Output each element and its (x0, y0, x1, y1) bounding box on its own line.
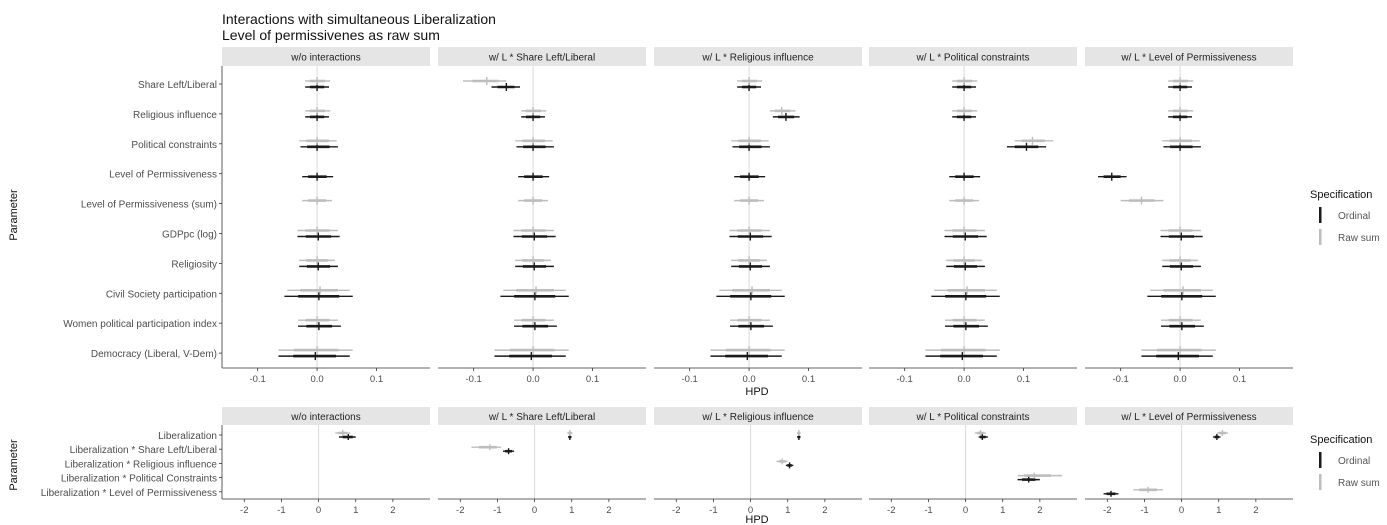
x-tick-label: -0.1 (249, 374, 265, 385)
x-tick-label: 2 (1037, 505, 1042, 516)
x-tick-label: 1 (569, 505, 574, 516)
x-tick-label: -2 (240, 505, 248, 516)
x-tick-label: 0.1 (370, 374, 383, 385)
x-tick-label: 0 (748, 505, 753, 516)
x-tick-label: 2 (822, 505, 827, 516)
parameter-label: Religious influence (133, 110, 217, 121)
x-axis-label-top: HPD (745, 386, 768, 398)
x-tick-label: -1 (924, 505, 932, 516)
y-axis-label-top: Parameter (8, 189, 20, 241)
x-tick-label: -0.1 (681, 374, 697, 385)
x-tick-label: 0.0 (742, 374, 755, 385)
panel-strip (654, 47, 862, 66)
panel-strip-label: w/ L * Level of Permissiveness (1120, 412, 1256, 423)
legend-title: Specification (1310, 434, 1372, 446)
top-chart: w/o interactions -0.1 0.0 0.1 w/ L * Share L… (63, 47, 1293, 385)
panel-strip-label: w/ L * Religious influence (701, 412, 814, 423)
parameter-label: Women political participation index (63, 319, 217, 330)
x-tick-label: 0.0 (310, 374, 323, 385)
x-axis-label-bottom: HPD (745, 514, 768, 525)
x-tick-label: 0.1 (802, 374, 815, 385)
x-tick-label: 0 (1179, 505, 1184, 516)
panel-strip (438, 407, 646, 425)
panel-strip-label: w/ L * Level of Permissiveness (1120, 53, 1256, 64)
x-tick-label: 2 (1253, 505, 1258, 516)
panel-strip-label: w/ L * Share Left/Liberal (488, 53, 595, 64)
x-tick-label: 2 (390, 505, 395, 516)
x-tick-label: -1 (493, 505, 501, 516)
figure-title: Interactions with simultaneous Liberaliz… (222, 11, 496, 27)
x-tick-label: 0.1 (586, 374, 599, 385)
parameter-label: Political constraints (131, 140, 217, 151)
panel-strip (222, 47, 430, 66)
x-tick-label: 0 (532, 505, 537, 516)
x-tick-label: 0.1 (1233, 374, 1246, 385)
parameter-label: Liberalization * Political Constraints (61, 474, 217, 485)
x-tick-label: -1 (277, 505, 285, 516)
legend-key-raw-sum (1319, 229, 1322, 245)
x-tick-label: 0 (316, 505, 321, 516)
x-tick-label: -2 (456, 505, 464, 516)
x-tick-label: 0.0 (957, 374, 970, 385)
legend-label-raw-sum: Raw sum (1338, 233, 1380, 244)
x-tick-label: -0.1 (1112, 374, 1128, 385)
x-tick-label: -1 (1140, 505, 1148, 516)
x-tick-label: 0.1 (1017, 374, 1030, 385)
parameter-label: Liberalization * Level of Permissiveness (41, 488, 217, 499)
panel-strip (869, 47, 1077, 66)
panel-strip (1085, 47, 1293, 66)
legend-title: Specification (1310, 189, 1372, 201)
x-tick-label: 1 (353, 505, 358, 516)
parameter-label: Liberalization (158, 431, 217, 442)
panel-strip (654, 407, 862, 425)
x-tick-label: 0.0 (1173, 374, 1186, 385)
panel-strip-label: w/ L * Political constraints (915, 412, 1029, 423)
parameter-label: Religiosity (171, 259, 217, 270)
panel-strip-label: w/o interactions (290, 412, 360, 423)
x-tick-label: -2 (1103, 505, 1111, 516)
parameter-label: Share Left/Liberal (138, 80, 217, 91)
legend-top: Specification Ordinal Raw sum (1310, 189, 1380, 245)
panel-strip-label: w/ L * Political constraints (915, 53, 1029, 64)
legend-bottom: Specification Ordinal Raw sum (1310, 434, 1380, 490)
x-tick-label: 2 (606, 505, 611, 516)
x-tick-label: 0 (963, 505, 968, 516)
x-tick-label: -0.1 (896, 374, 912, 385)
bottom-chart: w/o interactions -2 -1 0 1 2 w/ L * Share Left… (41, 407, 1293, 516)
x-tick-label: 1 (1216, 505, 1221, 516)
parameter-label: Democracy (Liberal, V-Dem) (91, 349, 217, 360)
panel-strip (222, 407, 430, 425)
parameter-label: GDPpc (log) (162, 230, 217, 241)
figure-subtitle: Level of permissivenes as raw sum (222, 27, 440, 43)
parameter-label: Liberalization * Share Left/Liberal (70, 445, 217, 456)
x-tick-label: -0.1 (465, 374, 481, 385)
panel-strip-label: w/o interactions (290, 53, 360, 64)
x-tick-label: 1 (785, 505, 790, 516)
legend-label-raw-sum: Raw sum (1338, 478, 1380, 489)
panel-strip-label: w/ L * Religious influence (701, 53, 814, 64)
x-tick-label: -1 (709, 505, 717, 516)
parameter-label: Level of Permissiveness (109, 170, 217, 181)
panel-strip (869, 407, 1077, 425)
panel-strip-label: w/ L * Share Left/Liberal (488, 412, 595, 423)
legend-key-raw-sum (1319, 474, 1322, 490)
y-axis-label-bottom: Parameter (8, 439, 20, 491)
panel-strip (438, 47, 646, 66)
panel-strip (1085, 407, 1293, 425)
parameter-label: Civil Society participation (106, 289, 217, 300)
x-tick-label: -2 (887, 505, 895, 516)
x-tick-label: 1 (1000, 505, 1005, 516)
x-tick-label: 0.0 (526, 374, 539, 385)
legend-key-ordinal (1319, 452, 1322, 468)
x-tick-label: -2 (672, 505, 680, 516)
legend-label-ordinal: Ordinal (1338, 456, 1370, 467)
legend-key-ordinal (1319, 207, 1322, 223)
legend-label-ordinal: Ordinal (1338, 211, 1370, 222)
parameter-label: Liberalization * Religious influence (65, 459, 218, 470)
parameter-label: Level of Permissiveness (sum) (81, 200, 217, 211)
